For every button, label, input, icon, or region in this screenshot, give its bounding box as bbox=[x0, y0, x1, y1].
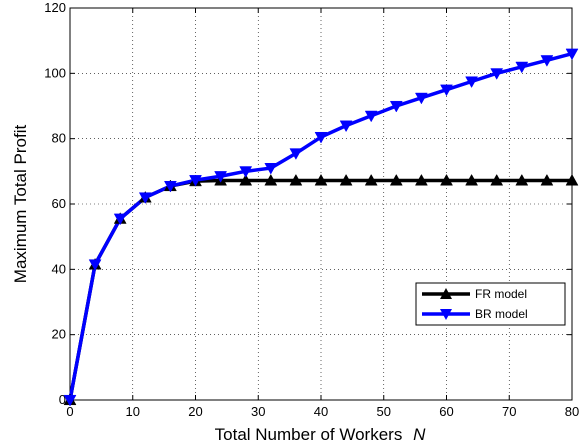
legend-label-fr: FR model bbox=[475, 287, 527, 301]
data-point-br bbox=[289, 148, 303, 160]
data-point-br bbox=[465, 76, 479, 89]
data-point-br bbox=[264, 163, 278, 175]
data-point-br bbox=[239, 166, 253, 178]
data-point-fr bbox=[389, 173, 403, 186]
data-point-br bbox=[389, 100, 403, 113]
y-tick-label: 100 bbox=[44, 65, 66, 80]
grid bbox=[70, 8, 572, 400]
data-point-br bbox=[414, 92, 428, 105]
data-point-fr bbox=[565, 173, 579, 186]
data-point-fr bbox=[540, 173, 554, 186]
legend-label-br: BR model bbox=[475, 307, 528, 321]
series-layer bbox=[63, 48, 579, 407]
data-point-fr bbox=[515, 173, 529, 186]
y-ticks: 0 20 40 60 80 100 120 bbox=[44, 0, 572, 407]
data-point-br bbox=[63, 394, 77, 407]
y-tick-label: 0 bbox=[59, 392, 66, 407]
legend-marker-br bbox=[440, 309, 452, 320]
legend-marker-fr bbox=[440, 288, 452, 299]
x-tick-label: 30 bbox=[251, 404, 265, 419]
data-point-fr bbox=[314, 173, 328, 186]
data-point-fr bbox=[440, 173, 453, 186]
x-tick-label: 50 bbox=[377, 404, 391, 419]
data-point-fr bbox=[264, 173, 278, 186]
data-point-fr bbox=[239, 173, 253, 186]
legend-box bbox=[415, 282, 566, 326]
y-tick-label: 20 bbox=[52, 327, 66, 342]
x-axis-label: Total Number of Workers N bbox=[215, 425, 426, 444]
y-tick-label: 120 bbox=[44, 0, 66, 15]
data-point-br bbox=[138, 192, 152, 204]
x-tick-label: 20 bbox=[188, 404, 202, 419]
data-point-br bbox=[540, 55, 554, 67]
data-point-fr bbox=[465, 173, 479, 186]
x-tick-label: 10 bbox=[126, 404, 140, 419]
data-point-fr bbox=[490, 173, 504, 186]
legend: FR model BR model bbox=[415, 282, 566, 326]
data-point-br bbox=[88, 259, 102, 271]
x-axis-label-symbol: N bbox=[413, 425, 426, 444]
data-point-fr bbox=[364, 173, 378, 186]
data-point-br bbox=[214, 171, 228, 183]
x-ticks: 0 10 20 30 40 50 60 70 80 bbox=[66, 8, 579, 419]
x-tick-label: 80 bbox=[565, 404, 579, 419]
y-tick-label: 40 bbox=[52, 261, 66, 276]
data-point-br bbox=[565, 48, 579, 61]
x-tick-label: 60 bbox=[439, 404, 453, 419]
x-tick-label: 0 bbox=[66, 404, 73, 419]
y-axis-label: Maximum Total Profit bbox=[11, 125, 30, 284]
data-point-br bbox=[314, 131, 328, 144]
data-point-fr bbox=[414, 173, 428, 186]
x-axis-label-text: Total Number of Workers bbox=[215, 425, 403, 444]
data-point-br bbox=[113, 213, 127, 226]
data-point-br bbox=[339, 120, 353, 133]
data-point-fr bbox=[339, 173, 353, 186]
y-tick-label: 80 bbox=[52, 131, 66, 146]
data-point-br bbox=[189, 175, 202, 187]
x-tick-label: 70 bbox=[502, 404, 516, 419]
data-point-br bbox=[440, 84, 453, 97]
x-tick-label: 40 bbox=[314, 404, 328, 419]
data-point-br bbox=[163, 180, 177, 193]
data-point-br bbox=[490, 68, 504, 80]
y-tick-label: 60 bbox=[52, 196, 66, 211]
data-point-br bbox=[515, 61, 529, 74]
data-point-br bbox=[364, 110, 378, 123]
data-point-fr bbox=[289, 173, 303, 186]
